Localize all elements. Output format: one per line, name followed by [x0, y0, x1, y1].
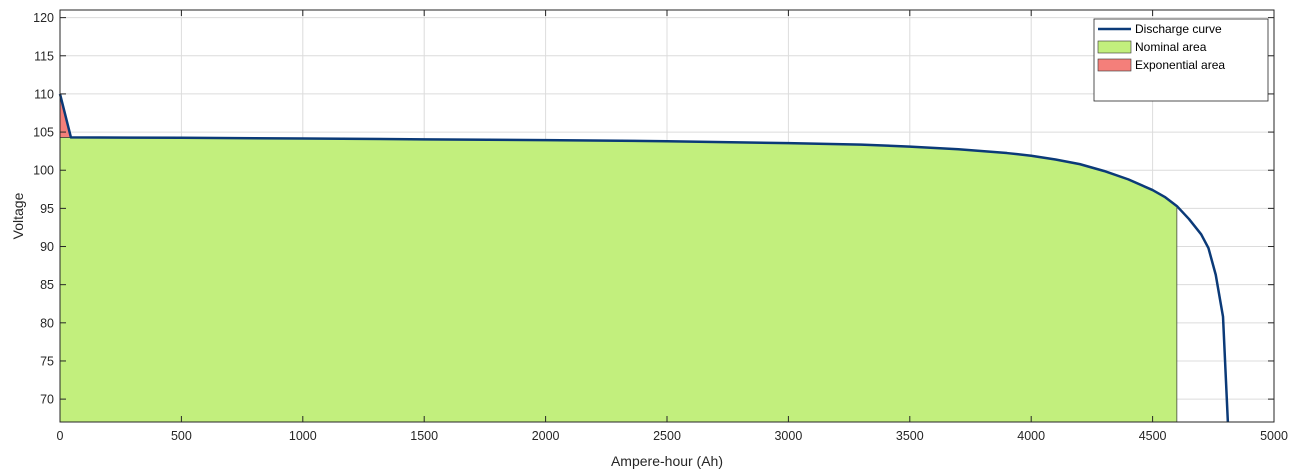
series-lines: [58, 93, 1230, 423]
y-tick-label: 120: [33, 11, 54, 25]
x-tick-label: 1000: [289, 429, 317, 443]
x-tick-label: 4500: [1139, 429, 1167, 443]
x-tick-label: 500: [171, 429, 192, 443]
y-tick-label: 80: [40, 316, 54, 330]
x-tick-label: 0: [57, 429, 64, 443]
y-tick-label: 105: [33, 126, 54, 140]
y-tick-labels: 70 75 80 85 90 95 100 105 110 115 120: [33, 11, 54, 406]
x-axis-label: Ampere-hour (Ah): [611, 453, 723, 469]
x-tick-label: 2500: [653, 429, 681, 443]
y-tick-label: 90: [40, 240, 54, 254]
x-tick-label: 1500: [410, 429, 438, 443]
legend: Discharge curve Nominal area Exponential…: [1093, 18, 1269, 102]
x-tick-labels: 0 500 1000 1500 2000 2500 3000 3500 4000 4500 5000: [57, 429, 1288, 443]
legend-label-exponential-area: Exponential area: [1135, 58, 1225, 72]
y-tick-label: 70: [40, 393, 54, 407]
legend-swatch-nominal-area: [1097, 40, 1132, 54]
x-tick-label: 5000: [1260, 429, 1288, 443]
y-tick-label: 75: [40, 354, 54, 368]
legend-label-nominal-area: Nominal area: [1135, 40, 1207, 54]
x-tick-label: 4000: [1017, 429, 1045, 443]
axis-ticks: [59, 10, 1275, 422]
y-tick-label: 85: [40, 278, 54, 292]
legend-swatch-exponential-area: [1097, 58, 1132, 72]
x-tick-label: 2000: [532, 429, 560, 443]
y-tick-label: 110: [34, 87, 54, 101]
legend-label-discharge-curve: Discharge curve: [1135, 22, 1222, 36]
x-tick-label: 3000: [774, 429, 802, 443]
nominal-area-fill: [59, 137, 1178, 423]
y-tick-label: 95: [40, 202, 54, 216]
discharge-curve-line: [58, 93, 1230, 423]
y-tick-label: 115: [34, 49, 54, 63]
y-tick-label: 100: [33, 164, 54, 178]
x-tick-label: 3500: [896, 429, 924, 443]
y-axis-label: Voltage: [10, 192, 26, 239]
